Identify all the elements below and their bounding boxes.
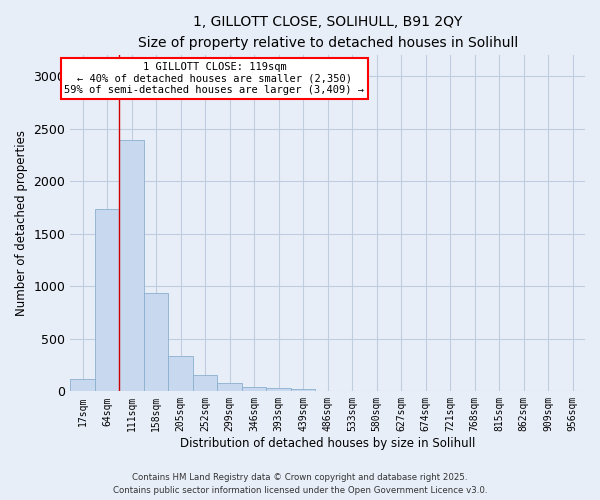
Bar [193,375,217,392]
X-axis label: Distribution of detached houses by size in Solihull: Distribution of detached houses by size … [180,437,475,450]
Bar [217,383,242,392]
Y-axis label: Number of detached properties: Number of detached properties [15,130,28,316]
Bar [291,388,316,392]
Text: 1 GILLOTT CLOSE: 119sqm
← 40% of detached houses are smaller (2,350)
59% of semi: 1 GILLOTT CLOSE: 119sqm ← 40% of detache… [64,62,364,95]
Bar [242,387,266,392]
Text: Contains HM Land Registry data © Crown copyright and database right 2025.
Contai: Contains HM Land Registry data © Crown c… [113,474,487,495]
Bar [144,292,169,392]
Bar [95,210,119,392]
Bar [169,356,193,392]
Title: 1, GILLOTT CLOSE, SOLIHULL, B91 2QY
Size of property relative to detached houses: 1, GILLOTT CLOSE, SOLIHULL, B91 2QY Size… [137,15,518,50]
Bar [266,388,291,392]
Bar [70,380,95,392]
Bar [119,140,144,392]
